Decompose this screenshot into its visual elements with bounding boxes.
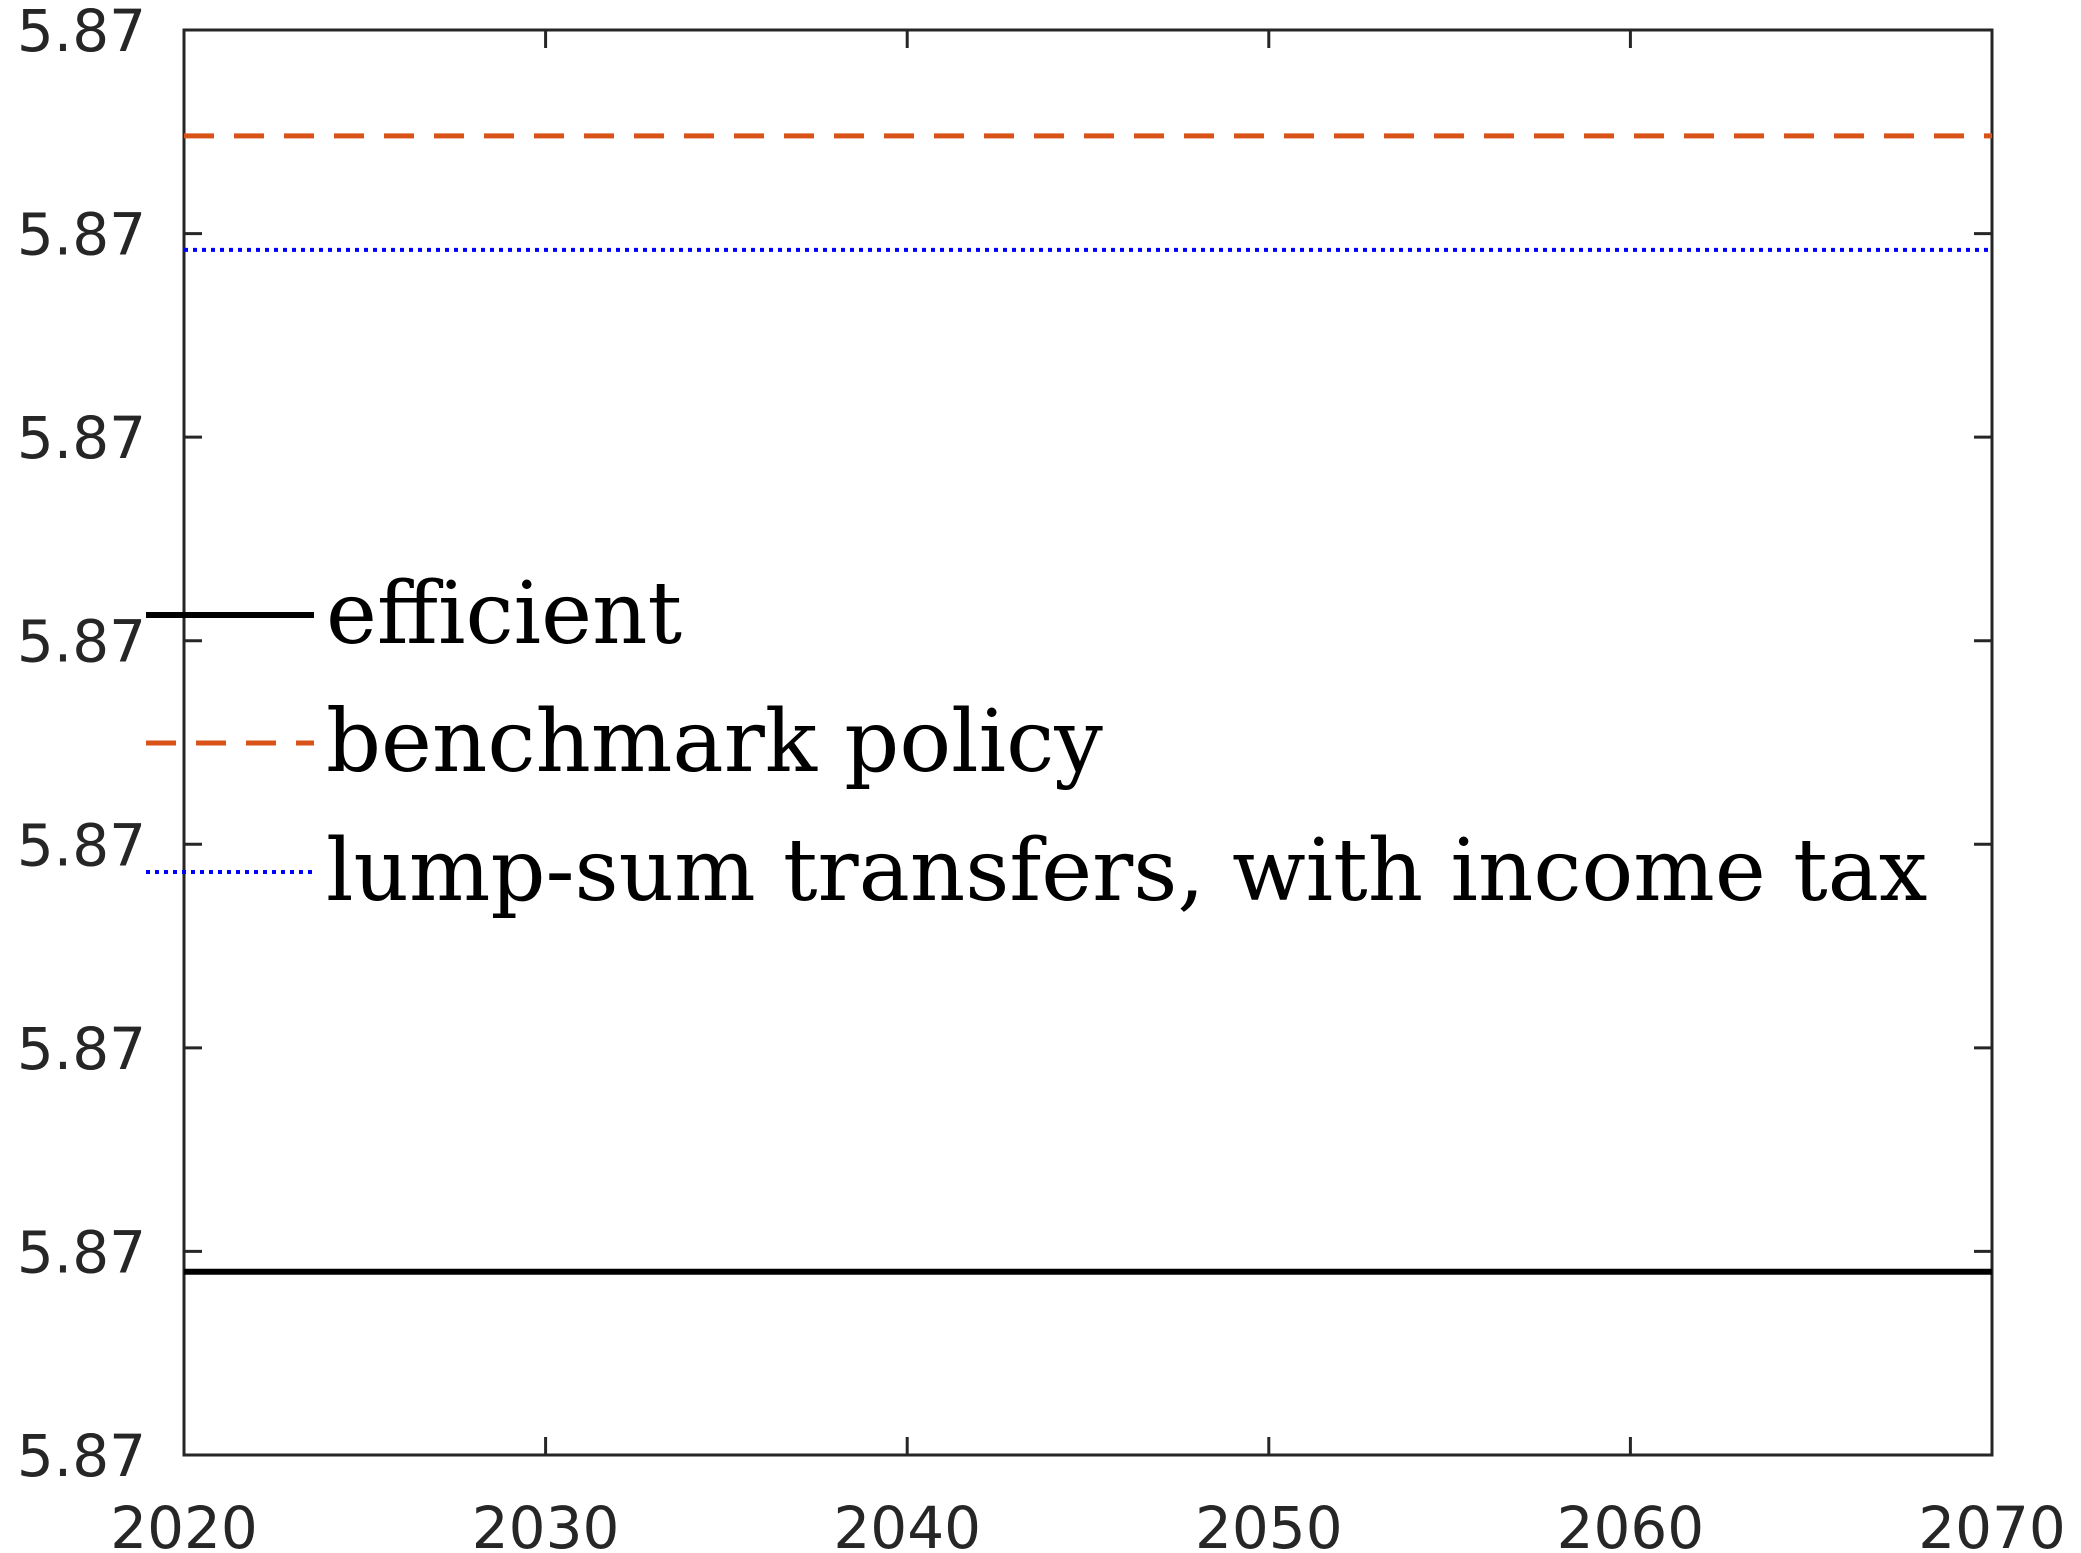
y-tick-label: 5.87 [17,1015,146,1083]
ticks [182,28,1994,1457]
x-tick-label: 2050 [1195,1494,1343,1553]
legend-label-2: lump-sum transfers, with income tax [326,821,1927,921]
x-tick-labels: 2020 2030 2040 2050 2060 2070 [110,1494,2066,1553]
y-tick-label: 5.87 [17,0,146,65]
x-tick-label: 2070 [1918,1494,2066,1553]
x-tick-label: 2020 [110,1494,258,1553]
y-tick-label: 5.87 [17,404,146,472]
y-tick-labels: 5.87 5.87 5.87 5.87 5.87 5.87 5.87 5.87 [17,0,146,1490]
y-tick-label: 5.87 [17,1218,146,1286]
legend-label-1: benchmark policy [326,692,1103,792]
legend: efficient benchmark policy lump-sum transf… [146,564,1927,921]
x-tick-label: 2030 [472,1494,620,1553]
y-tick-label: 5.87 [17,201,146,269]
y-tick-label: 5.87 [17,811,146,879]
x-tick-label: 2040 [833,1494,981,1553]
y-tick-label: 5.87 [17,608,146,676]
series-lines [184,133,1992,1275]
legend-label-0: efficient [326,564,682,664]
x-tick-label: 2060 [1557,1494,1705,1553]
y-tick-label: 5.87 [17,1422,146,1490]
plot-area [182,28,1994,1457]
